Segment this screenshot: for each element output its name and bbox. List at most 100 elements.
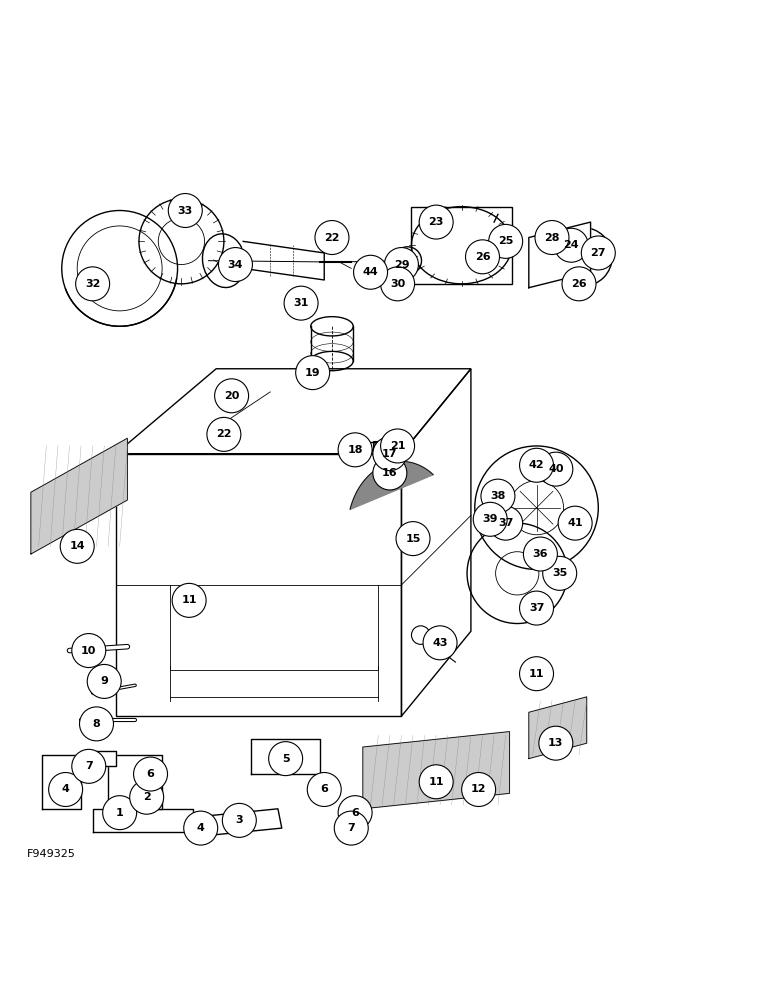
Polygon shape — [363, 732, 510, 809]
Circle shape — [72, 634, 106, 668]
Text: 15: 15 — [405, 534, 421, 544]
Circle shape — [419, 205, 453, 239]
Text: 3: 3 — [235, 815, 243, 825]
Text: 6: 6 — [320, 784, 328, 794]
Polygon shape — [108, 755, 162, 809]
Circle shape — [218, 248, 252, 282]
Circle shape — [558, 506, 592, 540]
Circle shape — [466, 240, 499, 274]
Text: 24: 24 — [564, 240, 579, 250]
Circle shape — [80, 707, 113, 741]
Text: 39: 39 — [482, 514, 498, 524]
Text: 7: 7 — [85, 761, 93, 771]
Circle shape — [381, 429, 415, 463]
Circle shape — [338, 796, 372, 830]
Circle shape — [520, 657, 554, 691]
Circle shape — [222, 803, 256, 837]
Circle shape — [373, 456, 407, 490]
Text: 21: 21 — [390, 441, 405, 451]
Circle shape — [554, 228, 588, 262]
Circle shape — [489, 506, 523, 540]
Text: 22: 22 — [216, 429, 232, 439]
Circle shape — [168, 194, 202, 227]
Circle shape — [60, 529, 94, 563]
Circle shape — [489, 224, 523, 258]
Text: 23: 23 — [428, 217, 444, 227]
Polygon shape — [529, 697, 587, 759]
Text: 44: 44 — [363, 267, 378, 277]
Text: 26: 26 — [475, 252, 490, 262]
Circle shape — [535, 221, 569, 255]
Text: 4: 4 — [62, 784, 69, 794]
Circle shape — [396, 522, 430, 556]
Circle shape — [334, 811, 368, 845]
Circle shape — [523, 537, 557, 571]
Circle shape — [373, 437, 407, 471]
Circle shape — [76, 267, 110, 301]
Text: 27: 27 — [591, 248, 606, 258]
Text: 36: 36 — [533, 549, 548, 559]
Circle shape — [103, 796, 137, 830]
Circle shape — [296, 356, 330, 390]
Text: 38: 38 — [490, 491, 506, 501]
Circle shape — [130, 780, 164, 814]
Polygon shape — [31, 438, 127, 554]
Text: 14: 14 — [69, 541, 85, 551]
Circle shape — [423, 626, 457, 660]
Circle shape — [481, 479, 515, 513]
Polygon shape — [251, 739, 320, 774]
Circle shape — [207, 417, 241, 451]
Text: 31: 31 — [293, 298, 309, 308]
Polygon shape — [529, 222, 591, 288]
Text: 2: 2 — [143, 792, 151, 802]
Circle shape — [338, 433, 372, 467]
Text: 37: 37 — [498, 518, 513, 528]
Text: 34: 34 — [228, 260, 243, 270]
Text: 1: 1 — [116, 808, 124, 818]
Polygon shape — [93, 809, 193, 832]
Text: 41: 41 — [567, 518, 583, 528]
Polygon shape — [81, 751, 116, 766]
Text: 13: 13 — [548, 738, 564, 748]
Circle shape — [72, 749, 106, 783]
Circle shape — [381, 267, 415, 301]
Circle shape — [284, 286, 318, 320]
Text: 42: 42 — [529, 460, 544, 470]
Text: 30: 30 — [390, 279, 405, 289]
Text: 11: 11 — [529, 669, 544, 679]
Polygon shape — [243, 241, 324, 280]
Text: 6: 6 — [147, 769, 154, 779]
Text: 19: 19 — [305, 368, 320, 378]
Text: 8: 8 — [93, 719, 100, 729]
Text: 5: 5 — [282, 754, 290, 764]
Text: 25: 25 — [498, 236, 513, 246]
Circle shape — [539, 726, 573, 760]
Text: 10: 10 — [81, 646, 96, 656]
Circle shape — [354, 255, 388, 289]
Text: 11: 11 — [181, 595, 197, 605]
Circle shape — [581, 236, 615, 270]
Circle shape — [520, 448, 554, 482]
Text: 26: 26 — [571, 279, 587, 289]
Text: 20: 20 — [224, 391, 239, 401]
Text: 35: 35 — [552, 568, 567, 578]
Circle shape — [49, 773, 83, 806]
Text: 32: 32 — [85, 279, 100, 289]
Text: 4: 4 — [197, 823, 205, 833]
Circle shape — [87, 664, 121, 698]
Text: 40: 40 — [548, 464, 564, 474]
Circle shape — [215, 379, 249, 413]
FancyBboxPatch shape — [373, 441, 394, 458]
Circle shape — [134, 757, 168, 791]
Text: 6: 6 — [351, 808, 359, 818]
Circle shape — [562, 267, 596, 301]
Circle shape — [419, 765, 453, 799]
Polygon shape — [201, 809, 282, 836]
Text: 22: 22 — [324, 233, 340, 243]
Circle shape — [543, 556, 577, 590]
Text: 43: 43 — [432, 638, 448, 648]
Text: 12: 12 — [471, 784, 486, 794]
Polygon shape — [42, 755, 81, 809]
Text: 16: 16 — [382, 468, 398, 478]
Circle shape — [307, 773, 341, 806]
